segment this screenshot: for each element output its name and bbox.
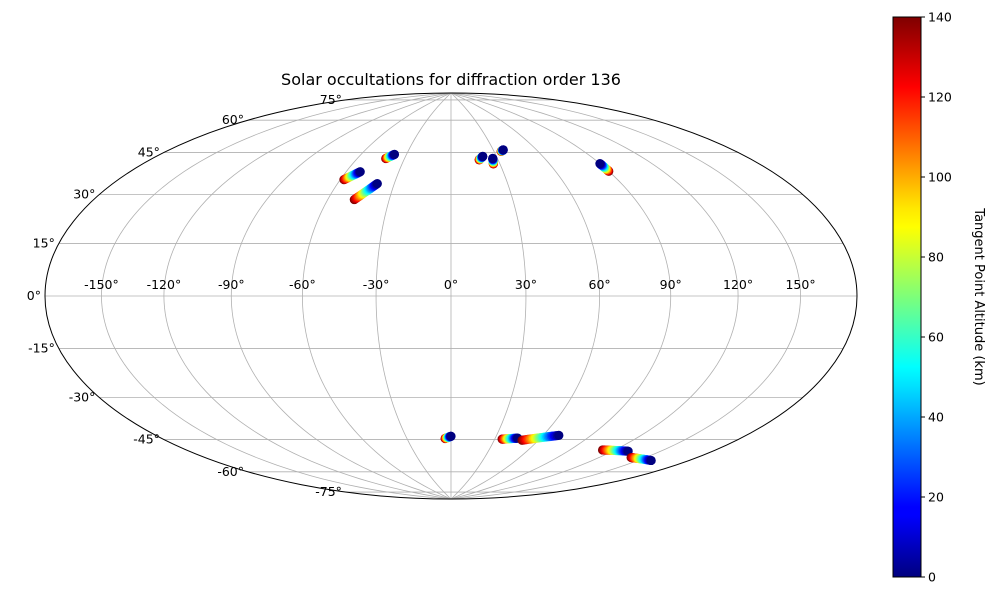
longitude-tick-label: -150° <box>84 277 119 292</box>
occultation-point <box>478 151 488 162</box>
colorbar-tick-label: 0 <box>928 570 936 585</box>
chart-title: Solar occultations for diffraction order… <box>281 70 621 89</box>
colorbar-tick-label: 40 <box>928 410 944 425</box>
latitude-tick-label: -75° <box>315 484 342 499</box>
colorbar <box>892 16 922 578</box>
longitude-tick-label: 0° <box>444 277 458 292</box>
latitude-tick-label: 45° <box>138 144 160 159</box>
longitude-tick-label: 120° <box>723 277 753 292</box>
occultation-point <box>646 455 656 466</box>
latitude-tick-label: -60° <box>217 464 244 479</box>
occultation-point <box>488 153 498 163</box>
latitude-tick-label: 75° <box>320 92 342 107</box>
longitude-tick-label: -120° <box>147 277 182 292</box>
occultation-point <box>554 430 564 440</box>
longitude-tick-label: 30° <box>515 277 537 292</box>
longitude-tick-label: -30° <box>363 277 390 292</box>
occultation-point <box>355 167 365 177</box>
latitude-tick-label: 30° <box>73 187 95 202</box>
occultation-points <box>339 145 656 466</box>
occultation-point <box>446 431 456 441</box>
colorbar-label: Tangent Point Altitude (km) <box>971 207 986 385</box>
latitude-tick-label: -30° <box>69 390 96 405</box>
longitude-tick-label: 90° <box>660 277 682 292</box>
latitude-tick-label: -45° <box>133 432 160 447</box>
occultation-point <box>498 145 508 155</box>
longitude-tick-label: 150° <box>785 277 815 292</box>
colorbar-tick-label: 100 <box>928 170 952 185</box>
latitude-tick-label: 0° <box>27 288 41 303</box>
longitude-tick-labels: -150° -120° -90° -60° -30° 0° 30° 60° 90° 120° 150… <box>84 277 815 292</box>
latitude-tick-label: 15° <box>33 235 55 250</box>
colorbar-tick-label: 140 <box>928 10 952 25</box>
latitude-tick-labels: 75° 60° 45° 30° 15° 0° -15° -30° -45° -60° -75° <box>27 92 342 499</box>
occultation-point <box>372 179 382 189</box>
longitude-tick-label: -90° <box>218 277 245 292</box>
colorbar-ticks: 0 20 40 60 80 100 120 140 <box>921 10 952 585</box>
longitude-tick-label: 60° <box>589 277 611 292</box>
occultation-point <box>389 149 400 159</box>
latitude-tick-label: -15° <box>28 341 55 356</box>
colorbar-tick-label: 80 <box>928 250 944 265</box>
latitude-tick-label: 60° <box>222 112 244 127</box>
map-outline <box>44 92 858 500</box>
colorbar-tick-label: 60 <box>928 330 944 345</box>
longitude-tick-label: -60° <box>289 277 316 292</box>
occultation-point <box>595 159 605 169</box>
colorbar-tick-label: 120 <box>928 90 952 105</box>
colorbar-tick-label: 20 <box>928 490 944 505</box>
